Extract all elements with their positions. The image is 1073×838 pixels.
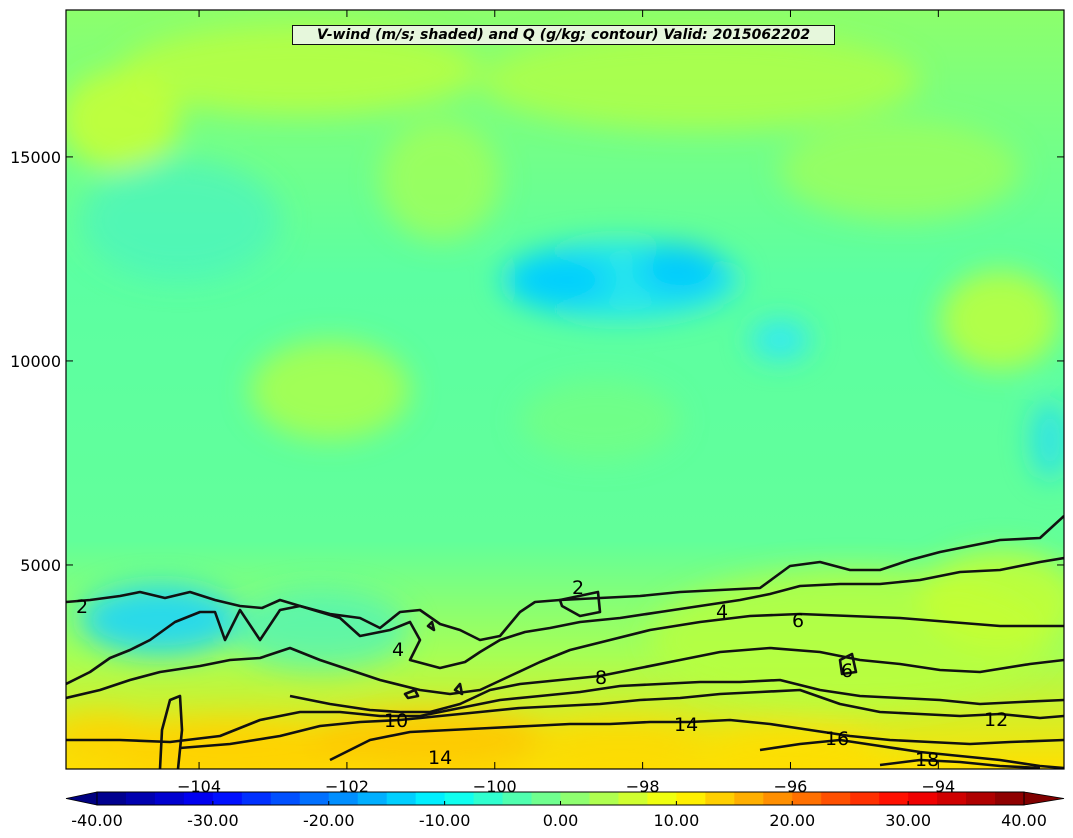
colorbar: -40.00 -30.00 -20.00 -10.00 0.00 10.00 20.00 30… [65, 791, 1065, 830]
x-tick-label: −104 [177, 777, 221, 796]
contour-label: 16 [825, 728, 849, 750]
colorbar-bin [589, 792, 620, 805]
contour-labels: 2 2 4 4 6 6 8 10 12 14 14 16 18 [76, 577, 1008, 771]
chart-title-box: V-wind (m/s; shaded) and Q (g/kg; contou… [292, 25, 835, 45]
contour-label: 14 [674, 714, 698, 736]
contour-label: 14 [428, 747, 452, 769]
q-contour-lines [66, 515, 1064, 769]
vwind-shaded-field [66, 10, 1064, 769]
q-contour-10 [66, 678, 1064, 744]
y-axis: 5000 10000 15000 [10, 148, 1064, 575]
colorbar-bin [676, 792, 706, 805]
colorbar-bin [531, 792, 562, 805]
colorbar-bin [618, 792, 649, 805]
q-contour-small-e [453, 682, 464, 696]
colorbar-bin [647, 792, 677, 805]
q-contour-small-d [426, 620, 436, 632]
chart-title: V-wind (m/s; shaded) and Q (g/kg; contou… [316, 27, 811, 43]
colorbar-bin [386, 792, 417, 805]
colorbar-bin [241, 792, 272, 805]
contour-label: 10 [384, 710, 408, 732]
colorbar-bin [995, 792, 1025, 805]
x-tick-label: −100 [473, 777, 517, 796]
colorbar-bin [821, 792, 851, 805]
colorbar-tick-label: 30.00 [885, 811, 931, 830]
x-tick-label: −102 [325, 777, 369, 796]
colorbar-tick-label: 20.00 [769, 811, 815, 830]
q-contour-small-c [838, 652, 858, 676]
contour-label: 6 [841, 660, 853, 682]
q-contour-4 [66, 556, 1064, 686]
q-contour-14 [329, 718, 1064, 762]
plot-frame [65, 9, 1065, 770]
q-contour-6 [66, 612, 1064, 700]
contour-label: 6 [792, 610, 804, 632]
colorbar-bin [937, 792, 967, 805]
q-contour-left-loop [158, 694, 184, 769]
colorbar-bin [473, 792, 504, 805]
x-axis: −104 −102 −100 −98 −96 −94 [177, 10, 955, 796]
colorbar-bin [125, 792, 156, 805]
y-tick-label: 5000 [20, 556, 61, 575]
colorbar-tick-label: -30.00 [187, 811, 239, 830]
contour-label: 12 [984, 709, 1008, 731]
contour-label: 2 [76, 596, 88, 618]
q-contour-2 [66, 515, 1064, 642]
x-tick-label: −96 [774, 777, 808, 796]
colorbar-bin [502, 792, 533, 805]
colorbar-bin [299, 792, 330, 805]
colorbar-bin [97, 792, 127, 805]
q-contour-small-b [403, 688, 420, 700]
colorbar-tick-label: -10.00 [419, 811, 471, 830]
colorbar-bin [734, 792, 764, 805]
colorbar-bin [415, 792, 446, 805]
contour-label: 4 [392, 639, 404, 661]
colorbar-bin [357, 792, 388, 805]
y-tick-label: 15000 [10, 148, 61, 167]
contour-label: 18 [915, 749, 939, 771]
colorbar-bin [183, 792, 214, 805]
colorbar-bin [154, 792, 185, 805]
colorbar-bin [850, 792, 880, 805]
q-contour-16 [759, 738, 1064, 769]
q-contour-8 [289, 646, 1064, 714]
colorbar-extend-low [65, 791, 98, 806]
y-tick-label: 10000 [10, 352, 61, 371]
colorbar-bin [879, 792, 909, 805]
colorbar-bin [705, 792, 735, 805]
colorbar-bin [908, 792, 938, 805]
colorbar-bin [444, 792, 475, 805]
colorbar-tick-label: 40.00 [1001, 811, 1047, 830]
colorbar-tick-label: 10.00 [653, 811, 699, 830]
colorbar-bin [763, 792, 793, 805]
colorbar-bin [212, 792, 243, 805]
q-contour-12 [179, 688, 1064, 750]
q-contour-18 [879, 758, 1041, 769]
contour-label: 2 [572, 577, 584, 599]
q-contour-small-a [558, 590, 602, 618]
colorbar-bin [560, 792, 591, 805]
colorbar-bin [792, 792, 822, 805]
colorbar-bin [270, 792, 301, 805]
x-tick-label: −98 [626, 777, 660, 796]
x-tick-label: −94 [921, 777, 955, 796]
colorbar-bin [328, 792, 359, 805]
colorbar-tick-label: -40.00 [71, 811, 123, 830]
contour-label: 8 [595, 667, 607, 689]
contour-label: 4 [716, 601, 728, 623]
colorbar-tick-label: 0.00 [543, 811, 579, 830]
colorbar-extend-high [1023, 791, 1065, 806]
colorbar-tick-label: -20.00 [303, 811, 355, 830]
colorbar-bin [966, 792, 996, 805]
